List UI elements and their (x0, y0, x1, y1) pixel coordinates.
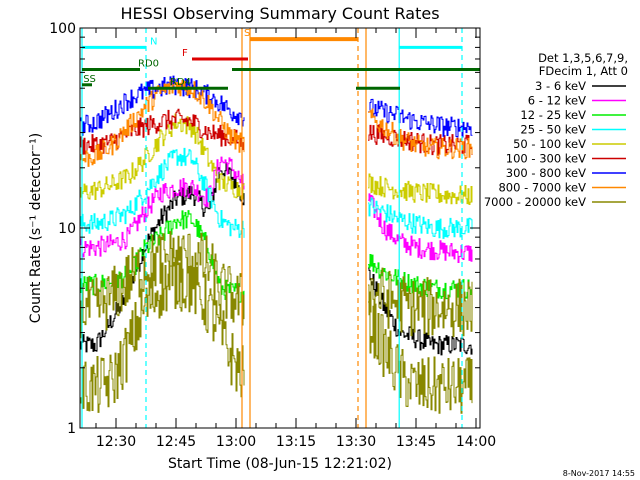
legend-entry-label-5: 100 - 300 keV (506, 152, 586, 166)
legend-entry-label-0: 3 - 6 keV (535, 79, 586, 93)
flag-label-5: SS (83, 74, 96, 85)
flag-label-2: RD4 (170, 77, 191, 88)
series-line-5 (80, 108, 473, 156)
legend-entry-label-2: 12 - 25 keV (520, 108, 586, 122)
legend-header-1: FDecim 1, Att 0 (539, 64, 628, 78)
series-line-3 (80, 147, 473, 239)
flag-label-4: S (244, 28, 250, 39)
series-line-6 (80, 75, 473, 138)
series-line-1 (80, 156, 473, 263)
y-tick-label-2: 100 (49, 21, 76, 37)
legend-header-0: Det 1,3,5,6,7,9, (538, 51, 628, 65)
x-tick-label-6: 14:00 (456, 434, 496, 450)
series-line-8 (80, 249, 473, 414)
legend: Det 1,3,5,6,7,9,FDecim 1, Att 03 - 6 keV… (484, 51, 628, 209)
legend-entry-label-8: 7000 - 20000 keV (484, 195, 586, 209)
x-tick-label-3: 13:15 (276, 434, 316, 450)
y-axis: 1 10 100 (49, 21, 480, 437)
x-axis-label: Start Time (08-Jun-15 12:21:02) (168, 456, 392, 472)
legend-entry-label-6: 300 - 800 keV (506, 166, 586, 180)
x-tick-label-2: 13:00 (216, 434, 256, 450)
series-line-9 (80, 231, 473, 339)
y-axis-label: Count Rate (s⁻¹ detector⁻¹) (28, 133, 44, 323)
y-tick-label-0: 1 (67, 421, 76, 437)
y-tick-label-1: 10 (58, 221, 76, 237)
legend-entry-label-4: 50 - 100 keV (513, 137, 586, 151)
legend-entry-label-1: 6 - 12 keV (528, 94, 586, 108)
x-tick-label-5: 13:45 (396, 434, 436, 450)
flag-label-3: F (182, 48, 188, 59)
flag-label-0: N (150, 36, 157, 47)
chart-title: HESSI Observing Summary Count Rates (120, 4, 439, 23)
x-tick-label-0: 12:30 (96, 434, 136, 450)
x-tick-label-1: 12:45 (156, 434, 196, 450)
flag-label-1: RD0 (138, 59, 159, 70)
series-line-7 (80, 78, 473, 167)
legend-entry-label-7: 800 - 7000 keV (498, 181, 586, 195)
footer-timestamp: 8-Nov-2017 14:55 (563, 469, 635, 478)
legend-entry-label-3: 25 - 50 keV (520, 123, 586, 137)
series-line-4 (80, 113, 473, 205)
x-axis: 12:30 12:45 13:00 13:15 13:30 13:45 14:00 (95, 28, 496, 450)
x-tick-label-4: 13:30 (336, 434, 376, 450)
